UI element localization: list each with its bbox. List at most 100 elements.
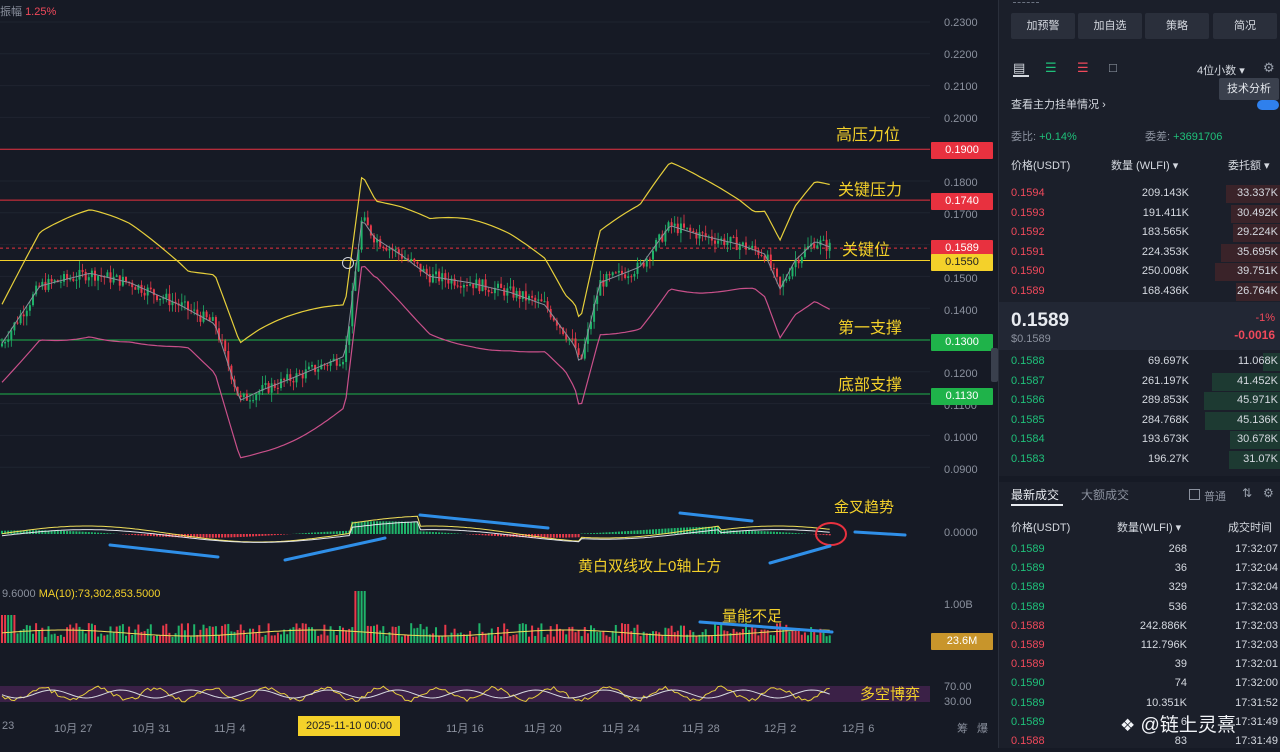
book-expand-icon[interactable]: □ (1109, 61, 1125, 75)
book-qty: 209.143K (1142, 187, 1189, 199)
decimals-value: 4位小数 (1197, 65, 1236, 77)
book-header: 价格(USDT) 数量 (WLFI) ▾ 委托额 ▾ (999, 154, 1280, 174)
rsi-axis-70: 70.00 (944, 681, 972, 693)
book-amount: 31.07K (1243, 453, 1278, 465)
trade-qty: 39 (1175, 658, 1187, 670)
price-axis-label: 0.1500 (944, 273, 978, 285)
add-alert-button[interactable]: 加预警 (1011, 13, 1075, 39)
trade-header: 价格(USDT) 数量(WLFI) ▾ 成交时间 (999, 516, 1280, 536)
trade-time: 17:32:07 (1235, 543, 1278, 555)
trade-time: 17:31:52 (1235, 697, 1278, 709)
trade-header-qty-label: 数量(WLFI) (1117, 522, 1173, 534)
last-price-usd: $0.1589 (1011, 333, 1051, 345)
rsi-axis-30: 30.00 (944, 696, 972, 708)
trade-time: 17:32:04 (1235, 562, 1278, 574)
trade-time: 17:32:04 (1235, 581, 1278, 593)
book-bids-icon[interactable]: ☰ (1045, 61, 1061, 75)
price-axis-label: 0.2300 (944, 17, 978, 29)
overview-button[interactable]: 简况 (1213, 13, 1277, 39)
level-price-pill: 0.1740 (931, 193, 993, 210)
book-header-amount[interactable]: 委托额 ▾ (1228, 157, 1270, 173)
book-amount: 41.452K (1237, 375, 1278, 387)
decimals-select[interactable]: 4位小数 ▾ (1197, 62, 1245, 78)
trade-price: 0.1588 (1011, 620, 1045, 632)
book-price: 0.1591 (1011, 246, 1045, 258)
book-qty: 289.853K (1142, 394, 1189, 406)
trade-qty: 10.351K (1146, 697, 1187, 709)
trade-header-price: 价格(USDT) (1011, 519, 1070, 535)
panel-collapse-handle[interactable] (991, 348, 998, 382)
chevron-down-icon: ▾ (1173, 522, 1182, 534)
chart-area[interactable]: 振幅 1.25% 0.23000.22000.21000.20000.19000… (0, 0, 998, 748)
trade-qty: 329 (1169, 581, 1187, 593)
depth-toggle[interactable] (1257, 100, 1279, 110)
trade-price: 0.1589 (1011, 562, 1045, 574)
time-axis-label: 11月 16 (446, 720, 484, 736)
trade-price: 0.1589 (1011, 639, 1045, 651)
logo-diamond-icon: ❖ (1120, 716, 1135, 735)
trade-time: 17:32:00 (1235, 677, 1278, 689)
depth-link[interactable]: 查看主力挂单情况 › (1011, 96, 1106, 112)
book-amount: 33.337K (1237, 187, 1278, 199)
add-favorite-button[interactable]: 加自选 (1078, 13, 1142, 39)
volume-ma-label: 9.6000 MA(10):73,302,853.5000 (2, 588, 160, 600)
book-qty: 69.697K (1148, 355, 1189, 367)
sort-icon[interactable]: ⇅ (1242, 486, 1252, 500)
book-qty: 193.673K (1142, 433, 1189, 445)
price-axis-label: 0.1200 (944, 368, 978, 380)
settings-icon[interactable]: ⚙ (1263, 486, 1274, 500)
trade-qty: 36 (1175, 562, 1187, 574)
level-price-pill: 0.1300 (931, 334, 993, 351)
trade-qty: 242.886K (1140, 620, 1187, 632)
tab-latest-trades[interactable]: 最新成交 (1011, 486, 1059, 503)
commission-ratio-label: 委比: (1011, 131, 1036, 143)
book-price: 0.1592 (1011, 226, 1045, 238)
trade-qty: 536 (1169, 601, 1187, 613)
depth-link-label: 查看主力挂单情况 (1011, 99, 1099, 111)
strategy-button[interactable]: 策略 (1145, 13, 1209, 39)
normal-filter-checkbox[interactable] (1189, 489, 1200, 500)
volume-annotation: 量能不足 (722, 605, 782, 626)
price-axis-label: 0.2100 (944, 81, 978, 93)
price-axis-label: 0.2000 (944, 113, 978, 125)
trade-time: 17:32:01 (1235, 658, 1278, 670)
trade-header-qty[interactable]: 数量(WLFI) ▾ (1117, 519, 1181, 535)
crosshair-time-label: 2025-11-10 00:00 (298, 716, 400, 736)
commission-diff-value: +3691706 (1173, 131, 1222, 143)
chevron-down-icon: ▾ (1239, 65, 1245, 77)
chips-label[interactable]: 筹 (957, 720, 968, 736)
book-price: 0.1590 (1011, 265, 1045, 277)
settings-icon[interactable]: ⚙ (1263, 60, 1275, 76)
book-amount: 45.136K (1237, 414, 1278, 426)
book-both-icon[interactable]: ▤ (1013, 61, 1029, 77)
trade-time: 17:31:49 (1235, 716, 1278, 728)
book-header-qty[interactable]: 数量 (WLFI) ▾ (1111, 157, 1178, 173)
crosshair-cursor (342, 257, 354, 269)
section-divider (999, 476, 1280, 482)
tab-large-trades[interactable]: 大额成交 (1081, 486, 1129, 503)
price-axis-label: 0.1700 (944, 209, 978, 221)
book-asks-icon[interactable]: ☰ (1077, 61, 1093, 75)
book-amount: 11.068K (1238, 355, 1278, 367)
trade-qty: 112.796K (1141, 639, 1187, 651)
book-qty: 196.27K (1148, 453, 1189, 465)
time-axis-label: 12月 2 (764, 720, 796, 736)
rsi-pane (0, 686, 930, 702)
liquidation-label[interactable]: 爆 (977, 720, 988, 736)
